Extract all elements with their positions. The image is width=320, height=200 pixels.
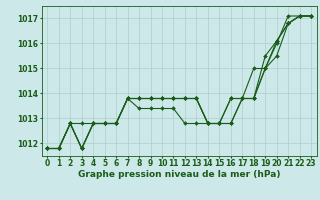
X-axis label: Graphe pression niveau de la mer (hPa): Graphe pression niveau de la mer (hPa)	[78, 170, 280, 179]
